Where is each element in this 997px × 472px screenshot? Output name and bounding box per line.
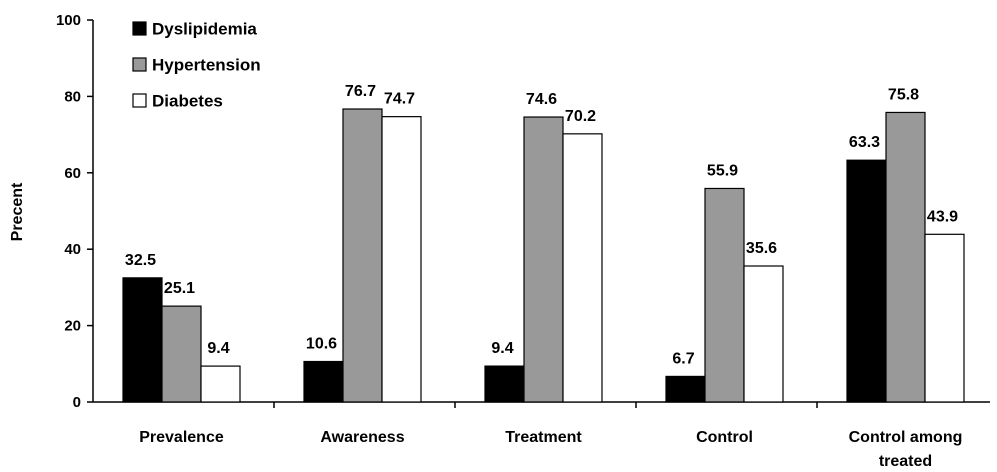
bar-diabetes-2 [562,133,603,403]
bar-diabetes-3 [743,265,784,403]
legend-label-hypertension: Hypertension [152,56,261,75]
data-label-diabetes-0: 9.4 [207,340,229,357]
data-label-dyslipidemia-4: 63.3 [849,134,880,151]
y-tick-label: 100 [56,12,81,29]
data-label-dyslipidemia-2: 9.4 [491,340,513,357]
data-label-hypertension-4: 75.8 [888,86,919,103]
data-label-hypertension-1: 76.7 [345,83,376,100]
legend: Dyslipidemia Hypertension Diabetes [132,20,261,111]
category-label-3: Control [696,429,753,446]
data-label-hypertension-2: 74.6 [526,91,557,108]
y-tick-label: 20 [64,318,81,335]
data-label-dyslipidemia-1: 10.6 [306,336,337,353]
legend-swatch-diabetes [132,93,147,108]
bar-dyslipidemia-3 [665,375,706,403]
y-axis-title: Precent [9,182,26,241]
x-axis-categories: Prevalence Awareness Treatment Control Contr… [139,429,962,470]
legend-label-dyslipidemia: Dyslipidemia [152,20,257,39]
category-label-4: treated [879,453,932,470]
y-tick-label: 0 [73,394,81,411]
data-label-dyslipidemia-0: 32.5 [125,252,156,269]
data-label-diabetes-1: 74.7 [384,91,415,108]
bar-diabetes-4 [924,233,965,403]
category-label-4: Control among [849,429,963,446]
bar-hypertension-1 [342,108,383,403]
bar-hypertension-3 [704,187,745,403]
bar-dyslipidemia-2 [484,365,525,403]
y-tick-label: 40 [64,241,81,258]
category-label-0: Prevalence [139,429,224,446]
data-label-diabetes-3: 35.6 [746,240,777,257]
bar-dyslipidemia-1 [303,360,344,403]
legend-swatch-hypertension [132,57,147,72]
legend-label-diabetes: Diabetes [152,92,223,111]
data-label-hypertension-0: 25.1 [164,280,195,297]
y-tick-label: 80 [64,88,81,105]
data-label-hypertension-3: 55.9 [707,162,738,179]
y-tick-label: 60 [64,165,81,182]
bar-dyslipidemia-0 [122,277,163,403]
y-axis-ticks: 0 20 40 60 80 100 [56,12,93,411]
bar-hypertension-2 [523,116,564,403]
category-label-1: Awareness [320,429,404,446]
bar-diabetes-0 [200,365,241,403]
data-label-dyslipidemia-3: 6.7 [672,350,694,367]
bar-series [122,108,965,403]
data-label-diabetes-2: 70.2 [565,108,596,125]
legend-swatch-dyslipidemia [132,21,147,36]
data-labels: 32.5 25.1 9.4 10.6 76.7 74.7 9.4 74.6 70.2 6.7 55.… [125,83,958,367]
bar-diabetes-1 [381,116,422,403]
bar-hypertension-4 [885,111,926,403]
category-label-2: Treatment [505,429,582,446]
bar-hypertension-0 [161,305,202,403]
bar-dyslipidemia-4 [846,159,887,403]
data-label-diabetes-4: 43.9 [927,208,958,225]
